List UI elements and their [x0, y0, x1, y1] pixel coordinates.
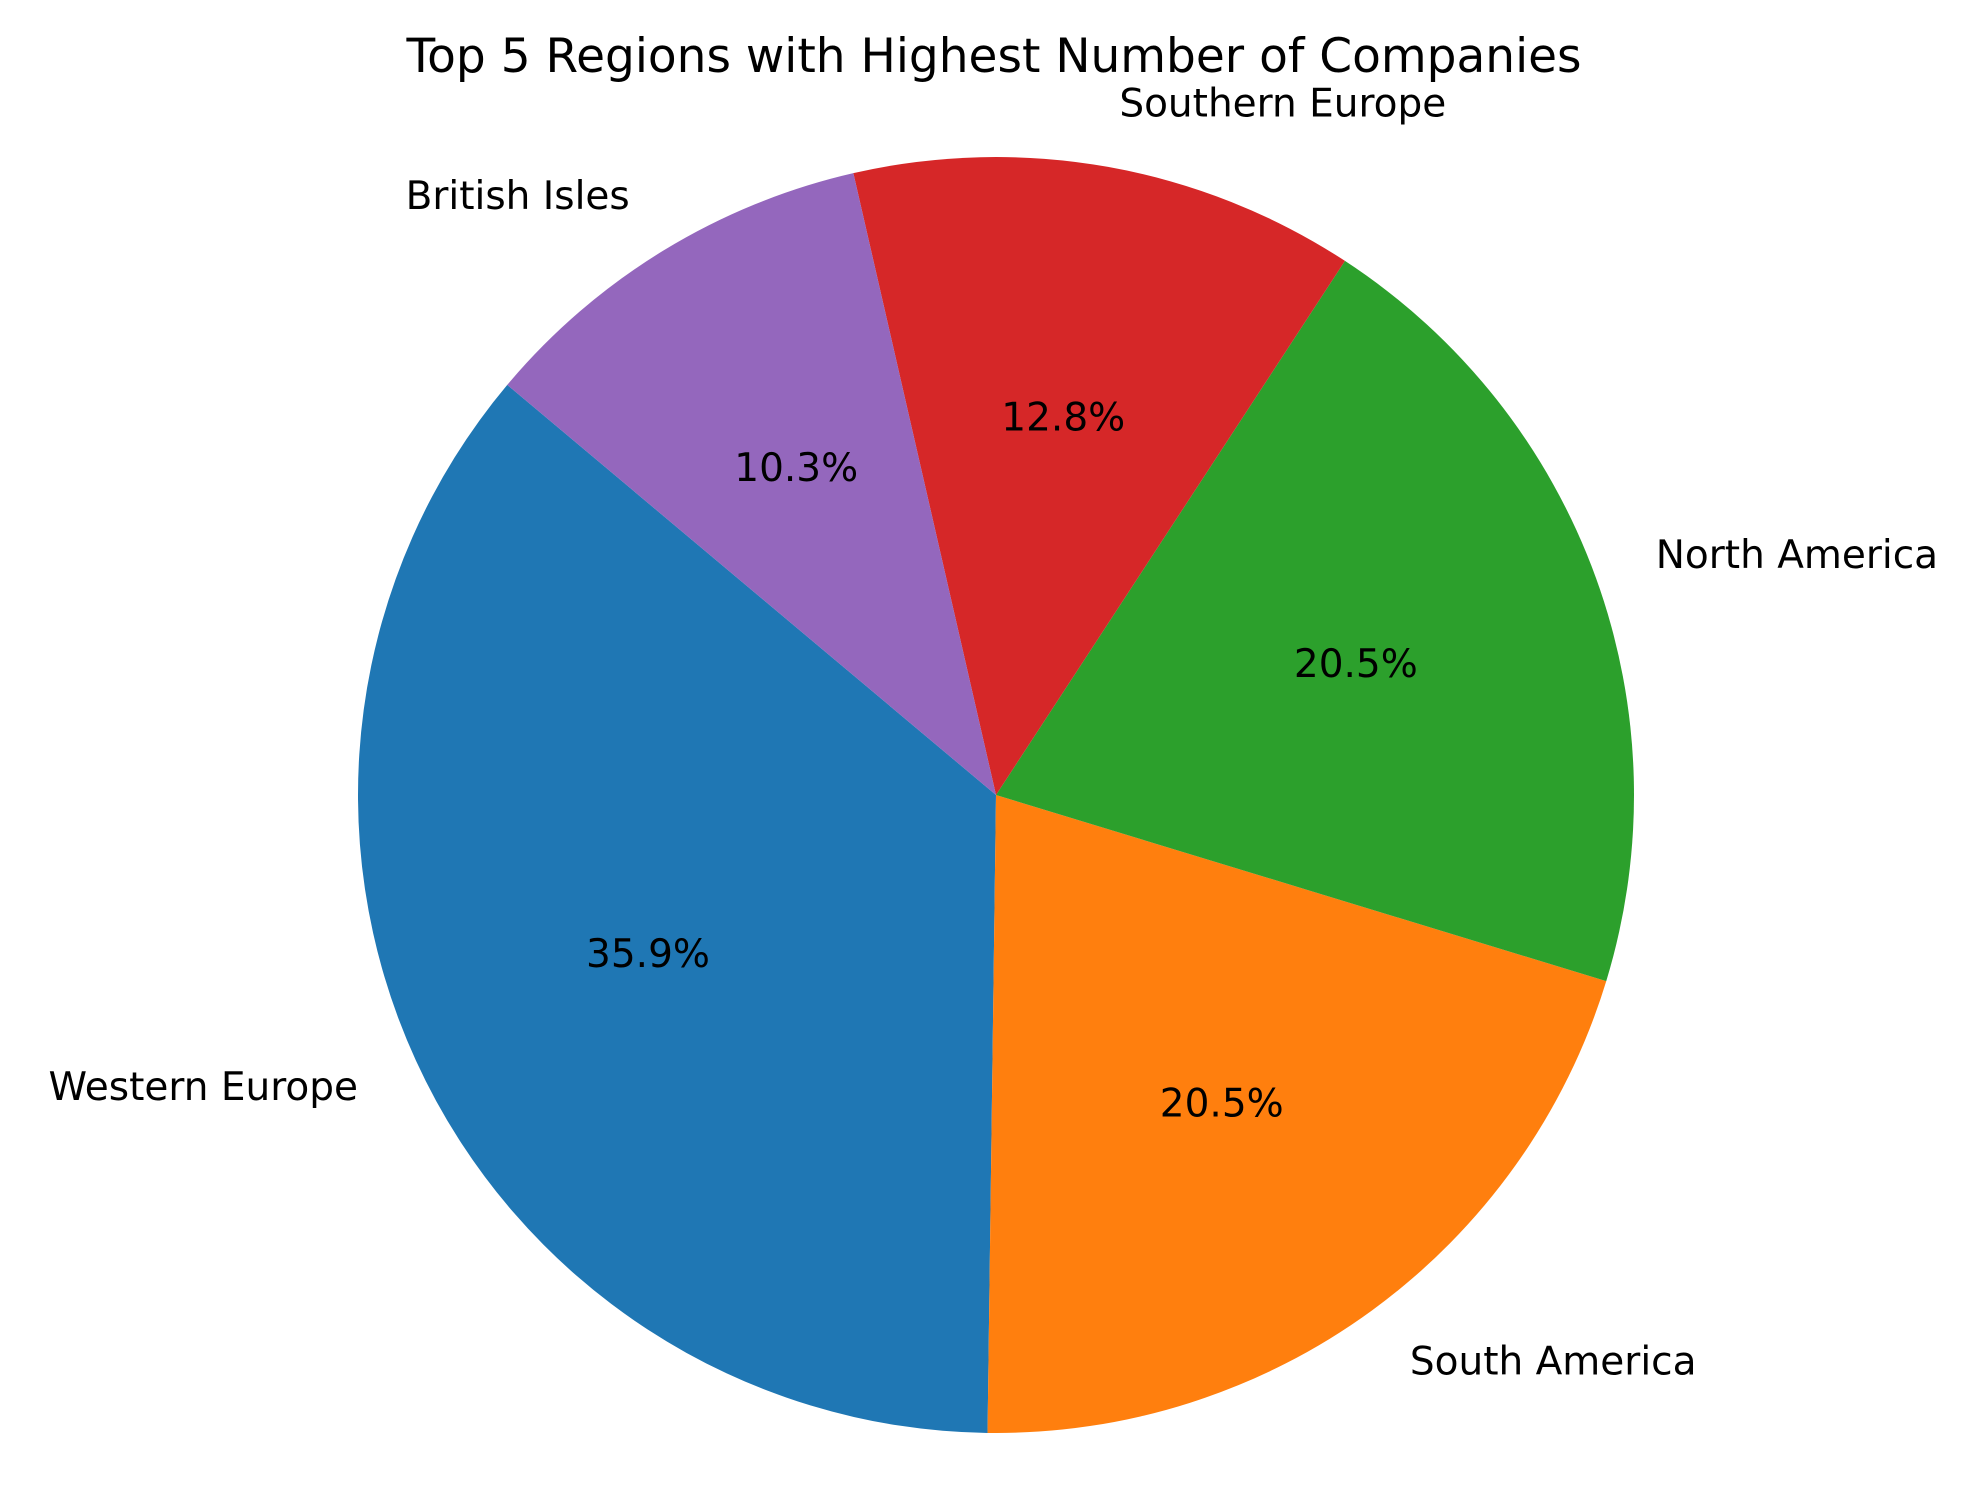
pie-labels: Western Europe South America North America…: [49, 82, 1939, 1385]
slice-southern-europe: [853, 157, 1345, 795]
label-south-america: South America: [1410, 1339, 1697, 1384]
percent-south-america: 20.5%: [1160, 1082, 1284, 1127]
slice-south-america: [987, 795, 1607, 1433]
percent-western-europe: 35.9%: [586, 932, 710, 977]
label-southern-europe: Southern Europe: [1119, 82, 1446, 127]
pie-percent-labels: 35.9% 20.5% 20.5% 12.8% 10.3%: [586, 396, 1418, 1127]
pie-slices: [358, 157, 1634, 1433]
slice-western-europe: [358, 384, 996, 1433]
percent-southern-europe: 12.8%: [1001, 396, 1125, 441]
percent-north-america: 20.5%: [1294, 642, 1418, 687]
label-british-isles: British Isles: [406, 174, 630, 219]
label-north-america: North America: [1656, 533, 1938, 578]
percent-british-isles: 10.3%: [734, 446, 858, 491]
chart-title: Top 5 Regions with Highest Number of Com…: [405, 29, 1581, 84]
slice-north-america: [996, 260, 1634, 982]
slice-british-isles: [507, 173, 996, 796]
label-western-europe: Western Europe: [49, 1065, 359, 1110]
